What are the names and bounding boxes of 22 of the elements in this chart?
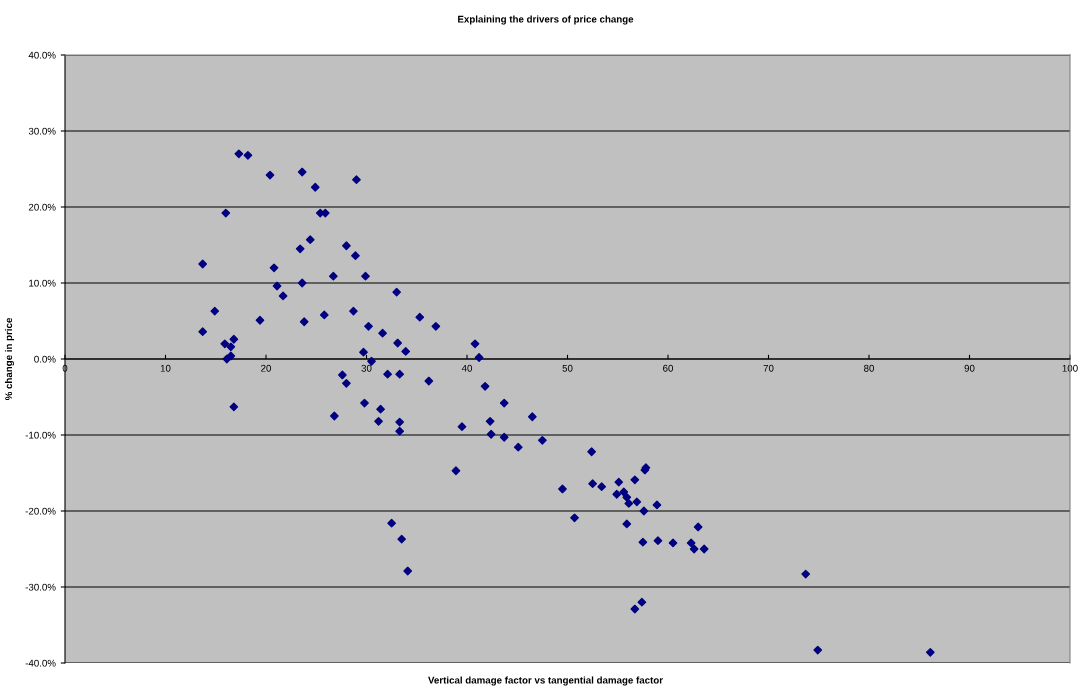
y-tick-label: 40.0% (28, 51, 56, 59)
x-axis-title: Vertical damage factor vs tangential damage factor (428, 676, 663, 686)
x-tick-label: 60 (663, 364, 674, 372)
y-tick-label: 30.0% (28, 127, 56, 135)
x-tick-label: 100 (1062, 364, 1078, 372)
y-axis-title: % change in price (4, 318, 15, 401)
y-tick-label: -10.0% (25, 431, 56, 439)
y-tick-label: -40.0% (25, 659, 56, 667)
x-tick-label: 10 (160, 364, 171, 372)
x-tick-label: 90 (964, 364, 975, 372)
x-tick-label: 50 (562, 364, 573, 372)
y-tick-label: 10.0% (29, 279, 56, 287)
y-tick-label: -20.0% (25, 507, 56, 515)
x-tick-label: 30 (361, 364, 372, 372)
y-tick-label: 20.0% (28, 203, 56, 211)
chart-title: Explaining the drivers of price change (458, 15, 634, 25)
y-tick-label: -30.0% (25, 583, 56, 591)
y-tick-label: 0.0% (34, 355, 56, 363)
x-tick-label: 40 (461, 364, 473, 372)
x-tick-label: 80 (864, 364, 875, 372)
x-tick-label: 20 (261, 364, 272, 372)
x-tick-label: 70 (763, 364, 774, 372)
